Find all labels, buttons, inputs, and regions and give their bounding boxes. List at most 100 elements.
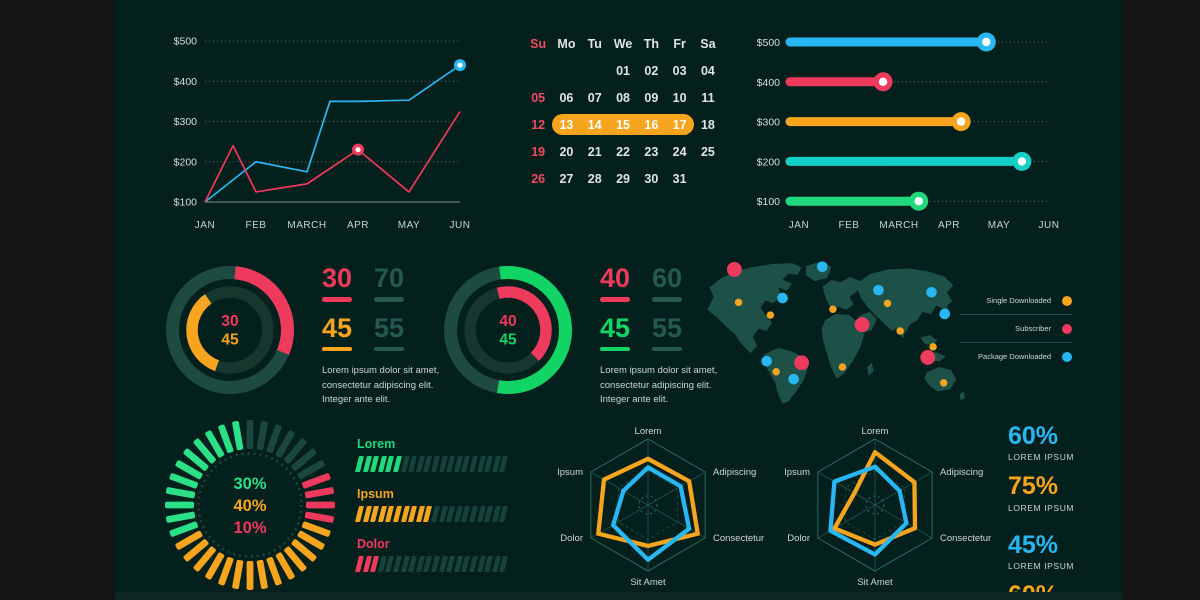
calendar-day[interactable]: 03 xyxy=(672,63,687,78)
calendar-day[interactable]: 15 xyxy=(608,111,638,138)
calendar-day[interactable]: 05 xyxy=(531,90,546,105)
right-letterbox xyxy=(1122,0,1200,600)
calendar-day[interactable]: 25 xyxy=(700,144,715,159)
calendar-day[interactable]: 19 xyxy=(531,144,546,159)
radar-axis-label: Lorem xyxy=(862,426,889,437)
calendar-day[interactable]: 02 xyxy=(644,63,659,78)
calendar-day[interactable]: 27 xyxy=(559,171,574,186)
calendar-day[interactable]: 06 xyxy=(559,90,574,105)
kpi-label: LOREM IPSUM xyxy=(1008,452,1075,463)
calendar-day[interactable]: 20 xyxy=(559,144,574,159)
stat-item: 70 xyxy=(374,265,416,302)
gauge-tick xyxy=(297,460,325,480)
map-point-package xyxy=(817,261,828,273)
calendar-day[interactable]: 04 xyxy=(700,63,715,78)
month-sliders-chart: $500 $400 $300 $200 $100 JAN FEB MARCH APR MAY JUN xyxy=(757,32,1060,231)
calendar-day[interactable]: 11 xyxy=(701,90,715,105)
bar-row-ipsum: Ipsum xyxy=(355,487,522,522)
map-point-package xyxy=(939,308,951,320)
kpi-value: 45% xyxy=(1008,530,1059,559)
calendar: Su Mo Tu We Th Fr Sa 01 02 03 04 05 06 07 08 09 10 11 12 13… xyxy=(524,30,724,192)
donut-center-value: 45 xyxy=(499,332,517,349)
stat-value: 45 xyxy=(322,312,353,343)
calendar-day[interactable]: 07 xyxy=(587,90,602,105)
calendar-day[interactable]: 23 xyxy=(644,144,659,159)
x-axis-tick: JUN xyxy=(450,220,471,231)
calendar-day[interactable]: 14 xyxy=(580,111,609,138)
calendar-day[interactable]: 08 xyxy=(616,90,630,105)
line-chart: $500 $400 $300 $200 $100 JAN FEB MARCH APR MAY JUN xyxy=(174,36,471,232)
y-axis-tick: $400 xyxy=(174,76,198,88)
calendar-day[interactable]: 18 xyxy=(700,117,715,132)
map-point-single xyxy=(929,343,937,351)
legend-item-single-downloaded[interactable]: Single Downloaded xyxy=(960,291,1072,310)
calendar-day[interactable]: 29 xyxy=(616,171,630,186)
legend-item-package-downloaded[interactable]: Package Downloaded xyxy=(960,347,1072,366)
stat-value: 40 xyxy=(600,263,631,293)
calendar-empty-cell xyxy=(581,57,609,84)
calendar-day[interactable]: 26 xyxy=(531,171,546,186)
calendar-day[interactable]: 28 xyxy=(587,171,602,186)
radar-axis-label: Dolor xyxy=(560,533,583,544)
stat-item: 55 xyxy=(652,314,694,351)
gauge-tick xyxy=(175,530,203,550)
legend-item-subscriber[interactable]: Subscriber xyxy=(960,319,1072,338)
map-point-package xyxy=(777,292,788,304)
x-axis-tick: JUN xyxy=(1039,220,1060,231)
calendar-day[interactable]: 17 xyxy=(665,111,694,138)
bar-row-dolor: Dolor xyxy=(355,537,522,572)
gauge-tick xyxy=(304,511,334,523)
bottom-strip xyxy=(115,592,1122,600)
segment-empty xyxy=(499,506,509,522)
donut-outer-arc xyxy=(496,266,572,394)
calendar-day[interactable]: 22 xyxy=(616,144,630,159)
calendar-day[interactable]: 10 xyxy=(672,90,687,105)
gauge-tick xyxy=(183,539,209,562)
stat-underline xyxy=(374,297,404,302)
x-axis-tick: FEB xyxy=(839,220,860,231)
calendar-day[interactable]: 21 xyxy=(587,144,602,159)
calendar-empty-cell xyxy=(524,57,552,84)
gauge-tick xyxy=(165,501,194,509)
calendar-day[interactable]: 30 xyxy=(644,171,659,186)
weekday-header-we: We xyxy=(613,36,633,51)
radar-spoke xyxy=(817,504,876,539)
y-axis-tick: $100 xyxy=(174,197,198,209)
red-series-line xyxy=(204,110,461,203)
dashboard: $500 $400 $300 $200 $100 JAN FEB MARCH APR MAY JUN… xyxy=(115,0,1122,600)
radar-grid-center xyxy=(638,495,658,515)
weekday-header-su: Su xyxy=(530,36,547,51)
continent-shape xyxy=(822,276,860,311)
radar-axis-label: Ipsum xyxy=(784,467,810,478)
kpi-item: 75% LOREM IPSUM xyxy=(1008,473,1118,513)
calendar-day[interactable]: 24 xyxy=(672,144,687,159)
calendar-day[interactable]: 31 xyxy=(672,171,687,186)
calendar-day[interactable]: 12 xyxy=(531,117,546,132)
map-point-package xyxy=(761,355,772,367)
calendar-day[interactable]: 16 xyxy=(637,111,666,138)
blue-series-line xyxy=(204,64,461,203)
kpi-item: 45% LOREM IPSUM xyxy=(1008,530,1118,571)
stat-underline xyxy=(374,346,404,351)
slider-label: $100 xyxy=(757,196,781,208)
map-point-single xyxy=(939,379,948,387)
calendar-empty-cell xyxy=(552,57,580,84)
bar-label: Ipsum xyxy=(357,487,394,501)
calendar-day[interactable]: 09 xyxy=(644,90,659,105)
gauge-tick xyxy=(218,424,234,453)
gauge-tick xyxy=(169,473,198,489)
map-point-package xyxy=(788,373,799,385)
weekday-header-th: Th xyxy=(643,36,659,51)
calendar-day[interactable]: 13 xyxy=(552,111,581,138)
radar-blue-series xyxy=(828,464,909,557)
stat-value: 70 xyxy=(374,263,405,293)
calendar-day[interactable]: 01 xyxy=(616,63,630,78)
map-point-package xyxy=(926,286,937,298)
x-axis-tick: MARCH xyxy=(879,220,918,231)
map-point-subscriber xyxy=(794,355,810,371)
radar-chart-left: Lorem Adipiscing Consectetur Sit Amet Dolor I… xyxy=(557,426,764,588)
radar-spoke xyxy=(874,504,933,539)
radar-grid-mid xyxy=(617,470,679,540)
